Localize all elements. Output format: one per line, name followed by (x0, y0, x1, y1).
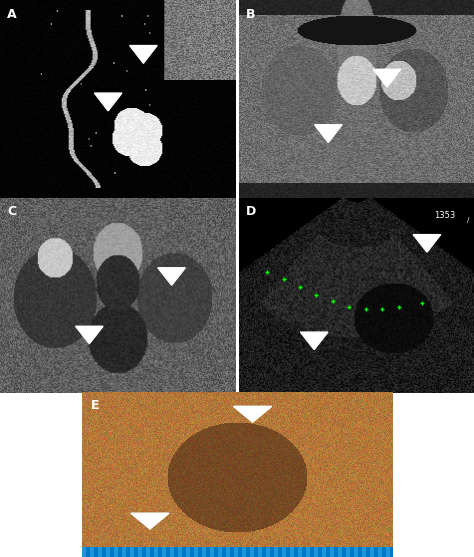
Text: 1353: 1353 (434, 211, 456, 220)
Polygon shape (130, 46, 157, 63)
Polygon shape (233, 406, 272, 422)
Polygon shape (94, 93, 122, 111)
Polygon shape (314, 125, 342, 143)
Text: B: B (246, 8, 255, 21)
Text: A: A (7, 8, 17, 21)
Text: C: C (7, 206, 16, 218)
Text: /: / (467, 217, 469, 223)
Polygon shape (373, 69, 401, 87)
Polygon shape (413, 234, 441, 252)
Polygon shape (75, 326, 103, 344)
Polygon shape (131, 513, 169, 529)
Polygon shape (158, 268, 185, 285)
Text: E: E (91, 399, 100, 412)
Polygon shape (301, 332, 328, 350)
Text: D: D (246, 206, 256, 218)
